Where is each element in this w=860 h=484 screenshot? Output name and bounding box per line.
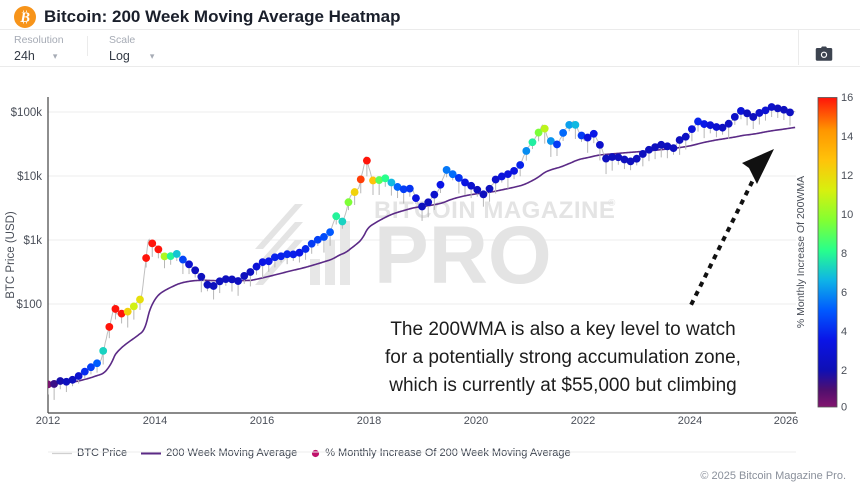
svg-text:2014: 2014 [143, 415, 167, 427]
svg-text:2012: 2012 [36, 415, 60, 427]
svg-text:2016: 2016 [250, 415, 274, 427]
svg-text:16: 16 [841, 92, 853, 104]
svg-text:6: 6 [841, 287, 847, 299]
svg-text:2018: 2018 [357, 415, 381, 427]
svg-text:2024: 2024 [678, 415, 702, 427]
svg-text:12: 12 [841, 170, 853, 182]
svg-text:10: 10 [841, 209, 853, 221]
svg-text:for a potentially strong accum: for a potentially strong accumulation zo… [385, 347, 741, 368]
svg-text:8: 8 [841, 248, 847, 260]
svg-text:BTC Price (USD): BTC Price (USD) [5, 211, 17, 299]
svg-text:4: 4 [841, 326, 847, 338]
svg-text:2020: 2020 [464, 415, 488, 427]
svg-text:2: 2 [841, 365, 847, 377]
svg-text:PRO: PRO [374, 210, 552, 301]
svg-text:% Monthly Increase Of 200WMA: % Monthly Increase Of 200WMA [795, 176, 807, 328]
svg-text:2026: 2026 [774, 415, 798, 427]
svg-text:14: 14 [841, 131, 853, 143]
svg-text:$10k: $10k [17, 171, 42, 183]
svg-text:$1k: $1k [23, 235, 42, 247]
svg-text:®: ® [608, 198, 616, 209]
svg-text:The 200WMA is also a key level: The 200WMA is also a key level to watch [390, 319, 735, 340]
svg-text:which is currently at $55,000: which is currently at $55,000 but climbi… [388, 375, 736, 396]
svg-text:$100: $100 [16, 299, 42, 311]
svg-text:2022: 2022 [571, 415, 595, 427]
svg-text:$100k: $100k [11, 107, 43, 119]
svg-text:0: 0 [841, 402, 847, 414]
